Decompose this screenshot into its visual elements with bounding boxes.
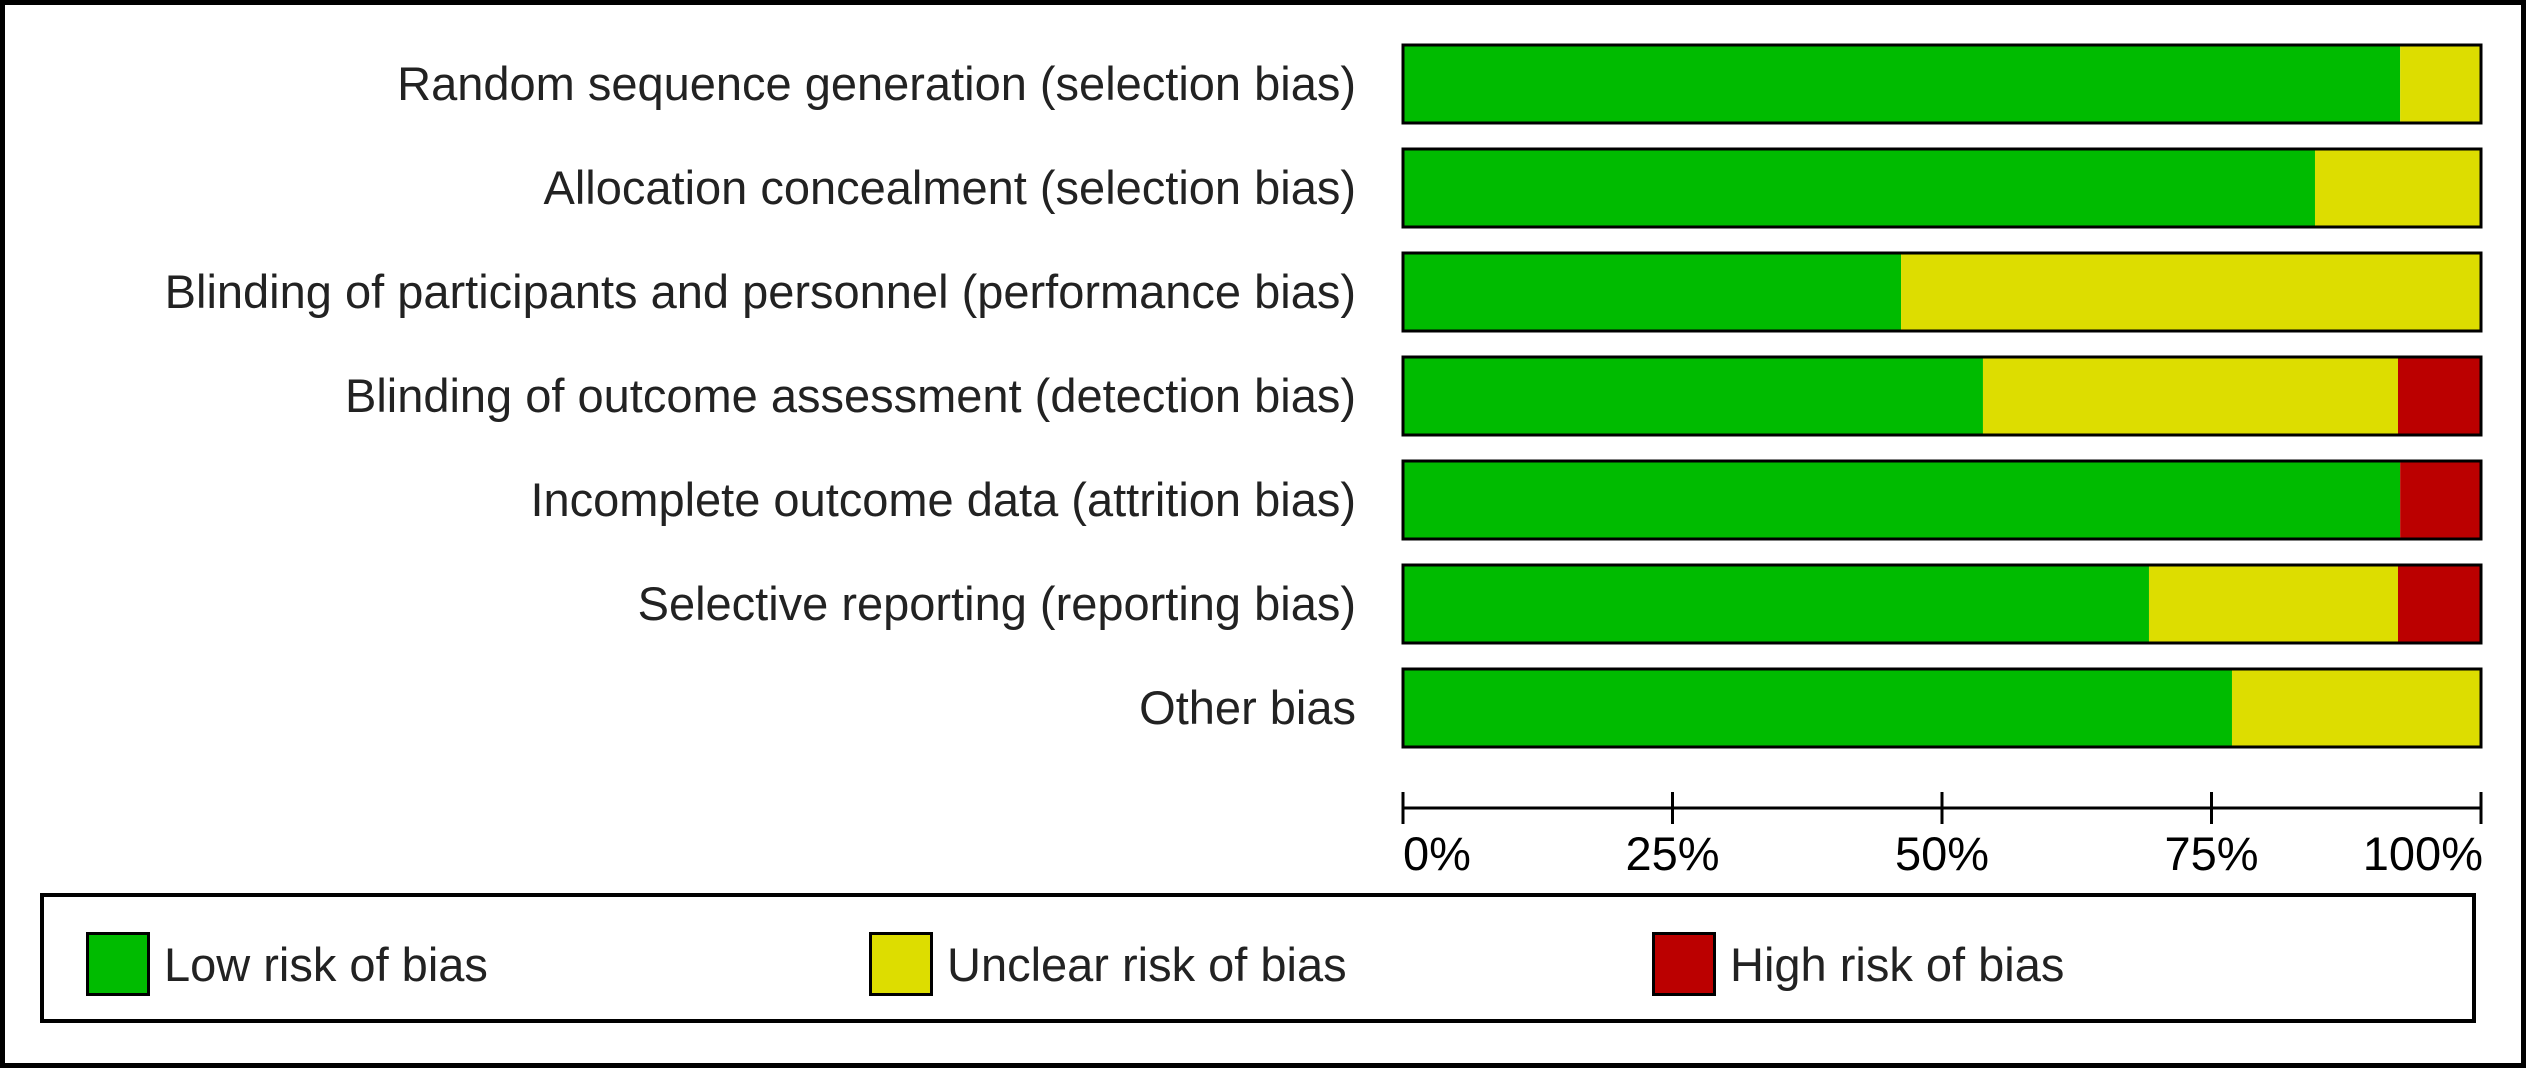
risk-of-bias-chart: Random sequence generation (selection bi…	[165, 43, 2483, 880]
bar-segment-unclear-6	[2231, 669, 2481, 747]
legend-swatch-high	[1652, 932, 1716, 996]
bar-outline-4	[1401, 459, 2483, 541]
x-axis: 0% 25% 50% 75% 100%	[1401, 792, 2483, 880]
bar-outline-6	[1401, 667, 2483, 749]
x-tick-label-2: 50%	[1895, 827, 1989, 880]
category-label-5: Selective reporting (reporting bias)	[638, 577, 1356, 630]
legend-label-high: High risk of bias	[1730, 937, 2065, 991]
bar-segment-low-1	[1403, 149, 2315, 227]
category-label-6: Other bias	[1139, 681, 1356, 734]
category-label-1: Allocation concealment (selection bias)	[544, 161, 1356, 214]
bar-segment-high-4	[2400, 461, 2481, 539]
bar-segment-high-5	[2397, 565, 2481, 643]
bar-segment-low-4	[1403, 461, 2401, 539]
bars-group	[1401, 43, 2483, 749]
category-label-4: Incomplete outcome data (attrition bias)	[530, 473, 1356, 526]
x-tick-label-3: 75%	[2164, 827, 2258, 880]
legend-swatch-unclear	[869, 932, 933, 996]
category-label-3: Blinding of outcome assessment (detectio…	[345, 369, 1356, 422]
bar-outline-1	[1401, 147, 2483, 229]
bar-segment-high-3	[2397, 357, 2481, 435]
x-tick-label-0: 0%	[1403, 827, 1471, 880]
category-label-2: Blinding of participants and personnel (…	[165, 265, 1356, 318]
legend-swatch-low	[86, 932, 150, 996]
x-tick-label-4: 100%	[2363, 827, 2483, 880]
bar-segment-unclear-3	[1982, 357, 2398, 435]
legend-label-unclear: Unclear risk of bias	[947, 937, 1347, 991]
bar-segment-low-6	[1403, 669, 2232, 747]
bar-outline-5	[1401, 563, 2483, 645]
bar-segment-unclear-2	[1901, 253, 2481, 331]
category-label-0: Random sequence generation (selection bi…	[397, 57, 1356, 110]
legend-item-low: Low risk of bias	[86, 929, 488, 999]
bar-segment-unclear-5	[2148, 565, 2398, 643]
bar-segment-unclear-0	[2400, 45, 2481, 123]
bar-outline-0	[1401, 43, 2483, 125]
bar-segment-low-5	[1403, 565, 2149, 643]
category-labels-group: Random sequence generation (selection bi…	[165, 57, 1356, 734]
bar-segment-unclear-1	[2314, 149, 2481, 227]
legend-label-low: Low risk of bias	[164, 937, 488, 991]
legend: Low risk of bias Unclear risk of bias Hi…	[40, 893, 2476, 1023]
bar-outline-2	[1401, 251, 2483, 333]
bar-segment-low-3	[1403, 357, 1983, 435]
legend-item-high: High risk of bias	[1652, 929, 2064, 999]
bar-segment-low-0	[1403, 45, 2401, 123]
bar-outline-3	[1401, 355, 2483, 437]
bar-segment-low-2	[1403, 253, 1902, 331]
x-tick-label-1: 25%	[1625, 827, 1719, 880]
legend-item-unclear: Unclear risk of bias	[869, 929, 1347, 999]
